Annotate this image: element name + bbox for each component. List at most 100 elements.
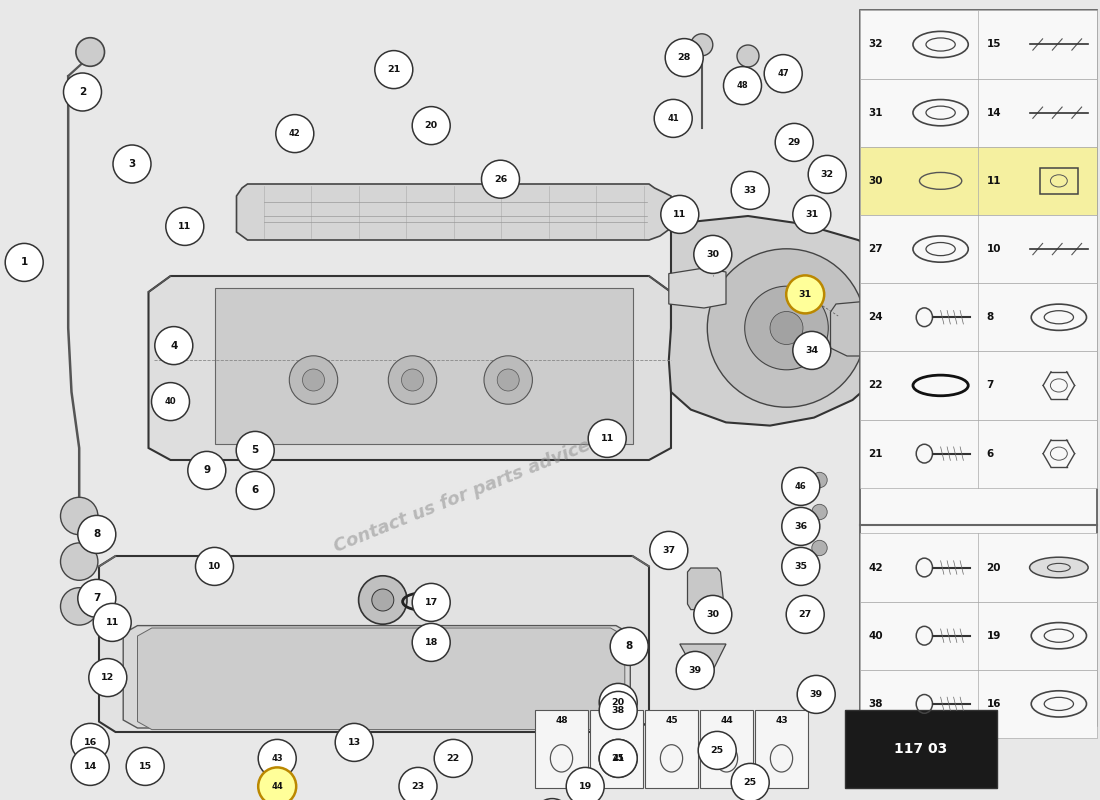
Text: 15: 15 — [139, 762, 152, 771]
Text: Contact us for parts advice: Contact us for parts advice — [331, 436, 593, 556]
Circle shape — [812, 540, 827, 556]
Circle shape — [764, 54, 802, 93]
Text: 26: 26 — [494, 174, 507, 184]
Polygon shape — [236, 184, 671, 240]
Circle shape — [737, 45, 759, 67]
Text: 10: 10 — [208, 562, 221, 571]
Text: 38: 38 — [612, 706, 625, 715]
FancyBboxPatch shape — [860, 670, 1097, 738]
Text: 43: 43 — [272, 754, 283, 763]
Text: 16: 16 — [84, 738, 97, 747]
Circle shape — [566, 767, 604, 800]
Text: 14: 14 — [84, 762, 97, 771]
Polygon shape — [138, 628, 625, 730]
Circle shape — [236, 471, 274, 510]
FancyBboxPatch shape — [860, 10, 1097, 726]
Circle shape — [732, 171, 769, 210]
Circle shape — [113, 145, 151, 183]
Text: 5: 5 — [252, 446, 258, 455]
Polygon shape — [830, 300, 902, 356]
Circle shape — [694, 595, 732, 634]
Circle shape — [782, 467, 820, 506]
Text: 21: 21 — [868, 449, 882, 458]
Circle shape — [258, 767, 296, 800]
Text: 17: 17 — [425, 598, 438, 607]
Text: 7: 7 — [94, 594, 100, 603]
Circle shape — [6, 243, 43, 282]
Text: 35: 35 — [794, 562, 807, 571]
Text: 47: 47 — [610, 716, 623, 725]
Ellipse shape — [1030, 558, 1088, 578]
Circle shape — [289, 356, 338, 404]
Text: 48: 48 — [556, 716, 568, 725]
Text: 36: 36 — [794, 522, 807, 531]
Circle shape — [196, 547, 233, 586]
Circle shape — [534, 798, 571, 800]
Polygon shape — [669, 268, 726, 308]
Circle shape — [786, 275, 824, 314]
Circle shape — [588, 419, 626, 458]
Polygon shape — [148, 276, 671, 460]
Text: 11: 11 — [178, 222, 191, 231]
Text: 8: 8 — [987, 312, 993, 322]
Text: 20: 20 — [987, 562, 1001, 573]
FancyBboxPatch shape — [860, 215, 1097, 283]
Circle shape — [434, 739, 472, 778]
Text: 46: 46 — [795, 482, 806, 491]
Polygon shape — [688, 568, 724, 610]
Text: 45: 45 — [613, 754, 624, 763]
Circle shape — [276, 114, 314, 153]
FancyBboxPatch shape — [214, 288, 632, 444]
Text: 11: 11 — [601, 434, 614, 443]
Circle shape — [732, 763, 769, 800]
Text: 45: 45 — [666, 716, 678, 725]
Circle shape — [707, 249, 866, 407]
Circle shape — [372, 589, 394, 611]
Text: 37: 37 — [662, 546, 675, 555]
Circle shape — [359, 576, 407, 624]
Text: 25: 25 — [711, 746, 724, 755]
FancyBboxPatch shape — [860, 602, 1097, 670]
Circle shape — [782, 507, 820, 546]
Circle shape — [770, 311, 803, 345]
Circle shape — [793, 331, 830, 370]
Circle shape — [152, 382, 189, 421]
Circle shape — [798, 675, 835, 714]
Text: 13: 13 — [348, 738, 361, 747]
Text: 20: 20 — [612, 698, 625, 707]
Text: 43: 43 — [776, 716, 788, 725]
Text: 9: 9 — [204, 466, 210, 475]
FancyBboxPatch shape — [860, 146, 1097, 215]
Text: 8: 8 — [94, 530, 100, 539]
Text: 22: 22 — [868, 381, 882, 390]
Text: 6: 6 — [252, 486, 258, 495]
Polygon shape — [680, 644, 726, 688]
Text: 1: 1 — [21, 258, 28, 267]
Text: 29: 29 — [788, 138, 801, 147]
Text: 11: 11 — [987, 176, 1001, 186]
Circle shape — [793, 195, 830, 234]
Circle shape — [78, 579, 116, 618]
Circle shape — [166, 207, 204, 246]
Text: 42: 42 — [289, 129, 300, 138]
Text: 25: 25 — [744, 778, 757, 787]
Text: 39: 39 — [689, 666, 702, 675]
Circle shape — [72, 747, 109, 786]
Circle shape — [482, 160, 519, 198]
Circle shape — [808, 155, 846, 194]
FancyBboxPatch shape — [860, 534, 1097, 602]
Circle shape — [188, 451, 226, 490]
Text: 10: 10 — [987, 244, 1001, 254]
Text: 19: 19 — [987, 630, 1001, 641]
Circle shape — [412, 583, 450, 622]
Text: 32: 32 — [821, 170, 834, 179]
Text: 30: 30 — [706, 250, 719, 259]
FancyBboxPatch shape — [645, 710, 698, 788]
FancyBboxPatch shape — [700, 710, 754, 788]
Circle shape — [60, 543, 98, 580]
Circle shape — [650, 531, 688, 570]
Text: 40: 40 — [868, 630, 883, 641]
Circle shape — [782, 547, 820, 586]
Text: 6: 6 — [987, 449, 993, 458]
Text: 15: 15 — [987, 39, 1001, 50]
